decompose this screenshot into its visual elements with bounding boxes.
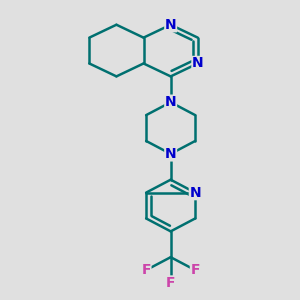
Text: N: N xyxy=(165,18,176,32)
Text: N: N xyxy=(165,147,176,161)
Text: F: F xyxy=(190,263,200,277)
Text: N: N xyxy=(165,95,176,109)
Text: N: N xyxy=(192,56,204,70)
Text: F: F xyxy=(166,276,175,290)
Text: N: N xyxy=(189,186,201,200)
Text: F: F xyxy=(141,263,151,277)
